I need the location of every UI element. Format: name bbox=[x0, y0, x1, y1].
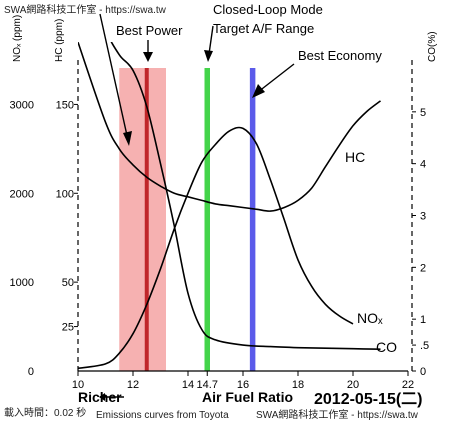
date-stamp: 2012-05-15(二) bbox=[314, 391, 423, 408]
hc-tick-label: 150 bbox=[56, 99, 74, 111]
co-tick-label: 5 bbox=[420, 107, 426, 119]
best-economy-label: Best Economy bbox=[298, 48, 382, 63]
best-power-label: Best Power bbox=[116, 23, 183, 38]
x-tick-label: 14 bbox=[182, 379, 194, 391]
hc-series-label: HC bbox=[345, 149, 365, 165]
closed-loop-arrow bbox=[208, 25, 214, 55]
nox-axis-title: NOₓ (ppm) bbox=[12, 15, 23, 62]
co-tick-label: 2 bbox=[420, 262, 426, 274]
tick-layer: 10 12 14 14.7 16 18 20 220100020003000255010015… bbox=[10, 99, 430, 391]
closed-loop-arrowhead bbox=[204, 50, 213, 62]
co-tick-label: 1 bbox=[420, 314, 426, 326]
best-power-line bbox=[144, 68, 149, 371]
curve-layer bbox=[78, 42, 381, 370]
band-0 bbox=[119, 68, 166, 371]
x-tick-label: 16 bbox=[237, 379, 249, 391]
annotation-arrows bbox=[99, 13, 295, 146]
best-economy-arrow bbox=[257, 63, 295, 93]
watermark-bottom-left: 載入時間：0.02 秒 bbox=[4, 406, 86, 419]
series-line-hc bbox=[78, 42, 381, 212]
x-tick-label: 22 bbox=[402, 379, 414, 391]
hc-tick-label: 100 bbox=[56, 188, 74, 200]
watermark-top: SWA網路科技工作室 - https://swa.tw bbox=[4, 3, 167, 16]
hc-axis-title: HC (ppm) bbox=[54, 19, 65, 62]
band-1 bbox=[204, 68, 210, 371]
richer-arrowhead bbox=[99, 393, 105, 401]
overlay-arrow-long bbox=[99, 13, 129, 141]
x-tick-label: 10 bbox=[72, 379, 84, 391]
co-tick-label: 0 bbox=[420, 366, 426, 378]
watermark-bottom-right: SWA網路科技工作室 - https://swa.tw bbox=[256, 408, 419, 421]
x-axis-title: Air Fuel Ratio bbox=[202, 389, 293, 405]
closed-loop-label-line2: Target A/F Range bbox=[213, 21, 314, 36]
band-2 bbox=[249, 68, 256, 371]
hc-tick-label: 50 bbox=[62, 277, 74, 289]
co-series-label: CO bbox=[376, 339, 397, 355]
caption: Emissions curves from Toyota bbox=[96, 410, 229, 421]
x-tick-label: 18 bbox=[292, 379, 304, 391]
series-line-nox bbox=[78, 126, 354, 370]
nox-tick-label: 3000 bbox=[10, 99, 34, 111]
x-tick-label: 20 bbox=[347, 379, 359, 391]
closed-loop-label-line1: Closed-Loop Mode bbox=[213, 2, 323, 17]
overlay-arrowhead-long bbox=[123, 131, 132, 146]
co-tick-label: 4 bbox=[420, 159, 426, 171]
nox-series-label: NOₓ bbox=[357, 310, 383, 326]
best-economy-arrowhead bbox=[252, 84, 265, 98]
nox-tick-label: 0 bbox=[28, 366, 34, 378]
co-axis-title: CO(%) bbox=[427, 31, 438, 62]
best-power-arrowhead bbox=[143, 52, 153, 62]
nox-tick-label: 2000 bbox=[10, 188, 34, 200]
x-tick-label: 12 bbox=[127, 379, 139, 391]
series-line-co bbox=[110, 42, 381, 350]
x-tick-label: 14.7 bbox=[197, 379, 218, 391]
band-layer bbox=[119, 68, 256, 371]
nox-tick-label: 1000 bbox=[10, 277, 34, 289]
co-tick-label: 3 bbox=[420, 211, 426, 223]
hc-tick-label: 25 bbox=[62, 322, 74, 334]
co-tick-label: .5 bbox=[420, 340, 429, 352]
